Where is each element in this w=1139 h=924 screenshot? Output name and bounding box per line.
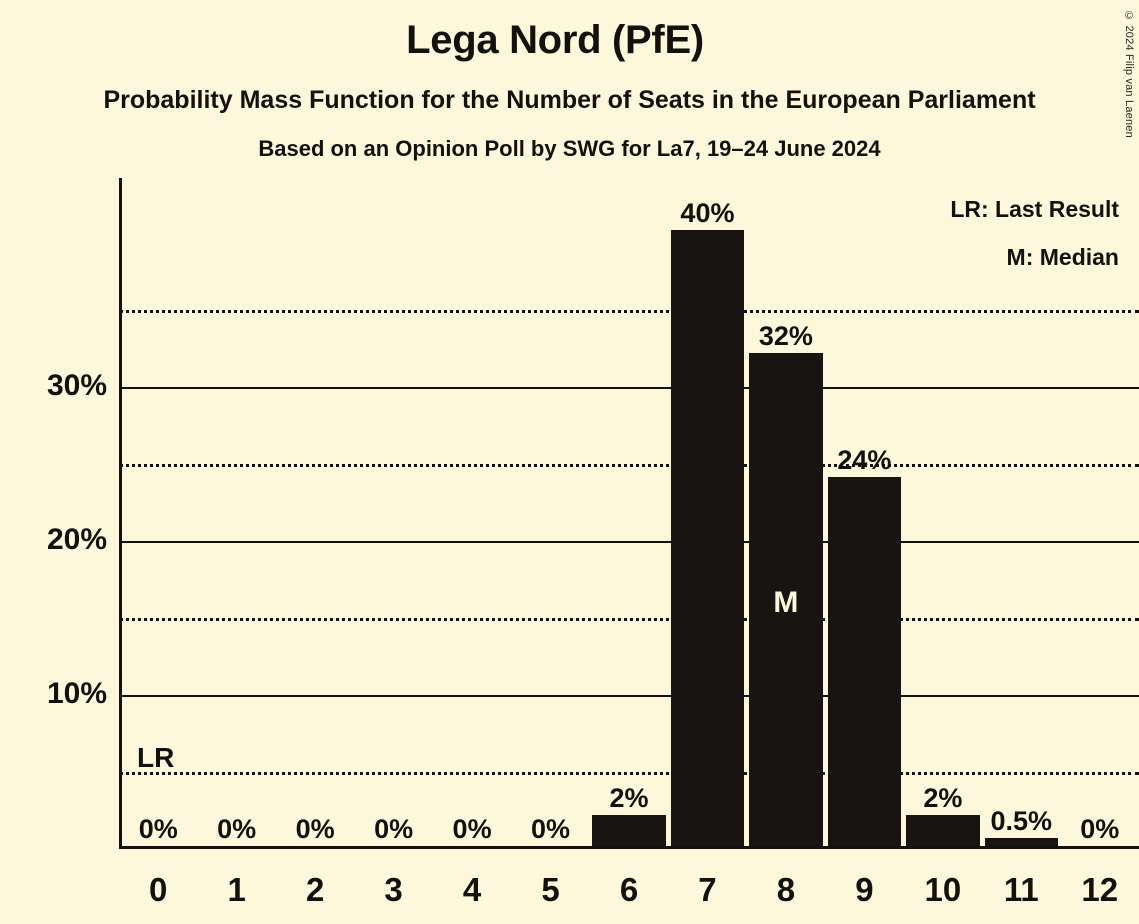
y-axis-tick-20%: 20% — [46, 523, 107, 557]
y-axis-tick-30%: 30% — [46, 369, 107, 403]
gridline-10pct — [119, 695, 1139, 698]
x-axis-tick-11: 11 — [1003, 871, 1039, 908]
y-axis-tick-10%: 10% — [46, 677, 107, 711]
x-axis-tick-5: 5 — [541, 871, 560, 908]
x-axis-line — [119, 846, 1139, 849]
bar-seats-10 — [906, 815, 980, 846]
gridline-25pct — [119, 464, 1139, 468]
last-result-marker: LR — [137, 742, 175, 774]
bar-value-label-6: 2% — [609, 783, 649, 814]
bar-seats-6 — [592, 815, 666, 846]
x-axis-tick-4: 4 — [462, 871, 482, 908]
bar-value-label-8: 32% — [758, 321, 813, 352]
x-axis-tick-1: 1 — [227, 871, 246, 908]
x-axis-tick-2: 2 — [305, 871, 325, 908]
copyright-notice: © 2024 Filip van Laenen — [1123, 10, 1135, 138]
median-marker: M — [773, 585, 799, 619]
legend-item-median: M: Median — [1006, 244, 1119, 270]
bar-seats-11 — [984, 838, 1059, 846]
bar-value-label-11: 0.5% — [990, 806, 1053, 837]
bar-seats-8 — [749, 353, 823, 846]
gridline-35pct — [119, 310, 1139, 314]
x-axis-tick-3: 3 — [384, 871, 403, 908]
chart-plot-area — [119, 178, 1139, 849]
x-axis-tick-7: 7 — [698, 871, 717, 908]
legend-item-last-result: LR: Last Result — [950, 196, 1119, 222]
chart-legend: LR: Last Result M: Median — [950, 185, 1119, 281]
bar-value-label-5: 0% — [531, 814, 571, 844]
x-axis-tick-12: 12 — [1081, 871, 1119, 908]
bar-value-label-12: 0% — [1080, 814, 1120, 844]
chart-subtitle-primary: Probability Mass Function for the Number… — [103, 86, 1036, 114]
x-axis-tick-6: 6 — [619, 871, 639, 908]
gridline-20pct — [119, 541, 1139, 544]
x-axis-tick-10: 10 — [924, 871, 962, 908]
bar-value-label-4: 0% — [452, 814, 492, 844]
bar-value-label-1: 0% — [217, 814, 257, 844]
bar-seats-7 — [670, 230, 745, 846]
chart-subtitle-source: Based on an Opinion Poll by SWG for La7,… — [258, 136, 881, 161]
gridline-15pct — [119, 618, 1139, 622]
bar-value-label-3: 0% — [374, 814, 414, 844]
bar-value-label-9: 24% — [837, 444, 892, 475]
y-axis-line — [119, 178, 122, 849]
page-title: Lega Nord (PfE) — [406, 18, 704, 62]
bar-seats-9 — [827, 476, 902, 846]
bar-value-label-10: 2% — [923, 783, 963, 814]
x-axis-tick-0: 0 — [149, 871, 168, 908]
bar-value-label-7: 40% — [680, 198, 735, 229]
x-axis-tick-9: 9 — [855, 871, 874, 908]
x-axis-tick-8: 8 — [776, 871, 796, 908]
gridline-5pct — [119, 772, 1139, 776]
bar-value-label-2: 0% — [295, 814, 335, 844]
bar-value-label-0: 0% — [138, 814, 178, 844]
gridline-30pct — [119, 387, 1139, 390]
